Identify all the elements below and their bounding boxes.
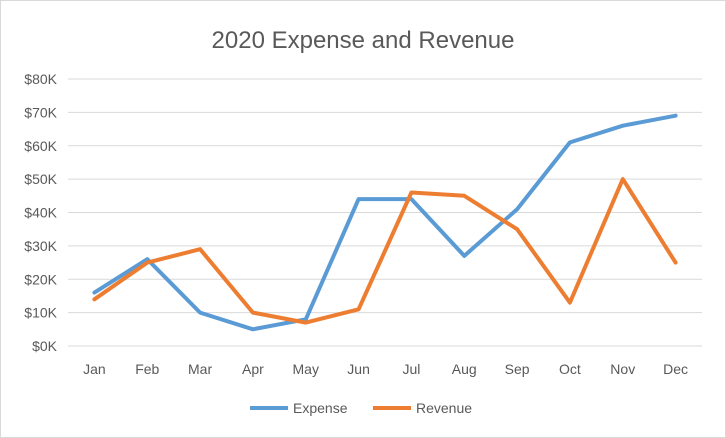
y-tick-label: $40K: [24, 205, 57, 221]
x-tick-label: Sep: [505, 361, 530, 377]
x-tick-label: Oct: [559, 361, 581, 377]
x-tick-label: Jan: [83, 361, 106, 377]
y-tick-label: $30K: [24, 238, 57, 254]
x-tick-label: Feb: [135, 361, 159, 377]
x-tick-label: Nov: [610, 361, 635, 377]
x-tick-label: Mar: [188, 361, 212, 377]
x-tick-label: Apr: [242, 361, 264, 377]
series-lines: [92, 113, 678, 332]
x-tick-label: Dec: [663, 361, 688, 377]
y-tick-label: $60K: [24, 138, 57, 154]
y-tick-label: $70K: [24, 104, 57, 120]
series-line-revenue: [92, 177, 678, 325]
y-tick-label: $80K: [24, 71, 57, 87]
y-tick-label: $20K: [24, 271, 57, 287]
x-tick-label: Aug: [452, 361, 477, 377]
gridlines: [68, 78, 702, 347]
x-tick-label: Jun: [347, 361, 370, 377]
y-axis-ticks: $0K $10K $20K $30K $40K $50K $60K $70K $80K: [24, 71, 57, 354]
series-line-expense: [92, 113, 678, 332]
x-tick-label: May: [293, 361, 319, 377]
y-tick-label: $0K: [32, 338, 58, 354]
legend-label-revenue: Revenue: [416, 400, 472, 416]
x-tick-label: Jul: [402, 361, 420, 377]
legend: Expense Revenue: [250, 400, 472, 416]
x-axis-ticks: Jan Feb Mar Apr May Jun Jul Aug Sep Oct Nov Dec: [83, 361, 688, 377]
chart-title: 2020 Expense and Revenue: [212, 27, 515, 54]
y-tick-label: $50K: [24, 171, 57, 187]
y-tick-label: $10K: [24, 305, 57, 321]
legend-label-expense: Expense: [293, 400, 348, 416]
